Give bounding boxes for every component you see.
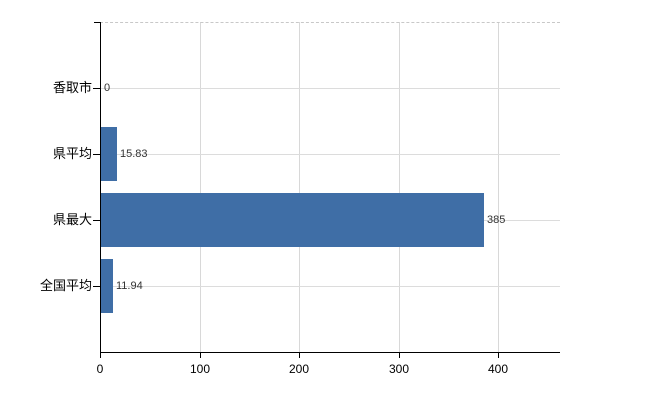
bar-value-label: 15.83 (120, 148, 148, 160)
x-axis (100, 352, 560, 353)
category-label: 全国平均 (39, 278, 92, 293)
bar (101, 127, 117, 181)
x-tick-label: 0 (96, 362, 104, 376)
x-axis-tick (299, 353, 300, 358)
x-tick-label: 100 (189, 362, 211, 376)
x-tick-label: 200 (288, 362, 310, 376)
horizontal-gridline (100, 286, 560, 287)
vertical-gridline (299, 22, 300, 352)
bar (101, 259, 113, 313)
y-axis-tick (93, 286, 100, 287)
vertical-gridline (200, 22, 201, 352)
y-axis-tick (93, 88, 100, 89)
category-label: 県最大 (52, 212, 92, 227)
bar-value-label: 385 (487, 214, 506, 226)
y-axis-tick (93, 154, 100, 155)
bar-value-label: 0 (104, 82, 111, 94)
bar-value-label: 11.94 (116, 280, 143, 292)
y-axis-tick (93, 220, 100, 221)
plot-top-border (100, 22, 560, 23)
x-tick-label: 400 (487, 362, 509, 376)
vertical-gridline (498, 22, 499, 352)
bar (101, 193, 484, 247)
category-label: 県平均 (52, 146, 92, 161)
y-axis (100, 22, 101, 353)
x-axis-tick (498, 353, 499, 358)
horizontal-gridline (100, 88, 560, 89)
x-axis-tick (399, 353, 400, 358)
vertical-gridline (399, 22, 400, 352)
x-axis-tick (100, 353, 101, 358)
x-axis-tick (200, 353, 201, 358)
horizontal-gridline (100, 154, 560, 155)
category-label: 香取市 (52, 80, 92, 95)
y-axis-top-tick (94, 22, 100, 23)
x-tick-label: 300 (388, 362, 410, 376)
